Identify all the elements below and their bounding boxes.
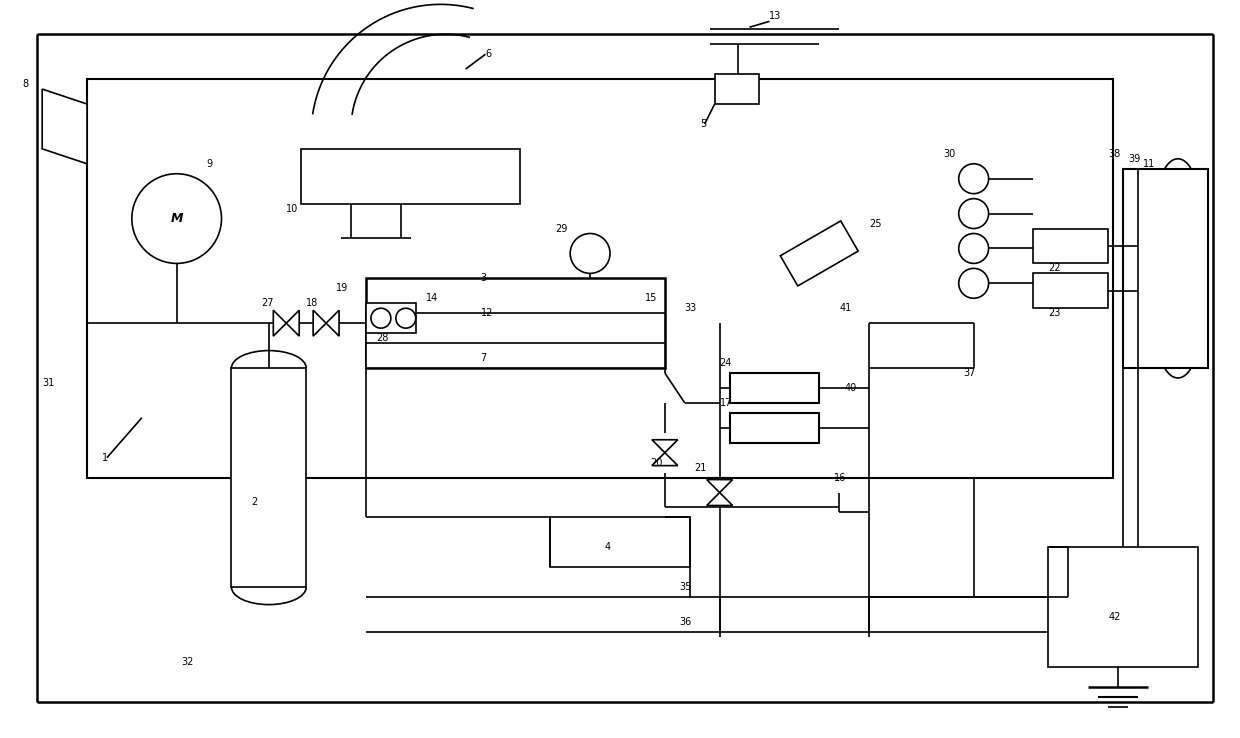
Text: 4: 4	[605, 542, 611, 552]
Text: 31: 31	[42, 378, 55, 388]
Text: 35: 35	[680, 582, 692, 592]
Circle shape	[570, 233, 610, 273]
Text: 25: 25	[869, 218, 882, 229]
Text: 1: 1	[102, 452, 108, 463]
Text: 5: 5	[699, 119, 706, 129]
Text: 11: 11	[1143, 159, 1156, 169]
Bar	[714, 74, 759, 104]
Text: 20: 20	[650, 458, 662, 468]
Text: 17: 17	[719, 398, 732, 408]
Text: 9: 9	[207, 159, 213, 169]
Bar	[232, 368, 306, 587]
Polygon shape	[652, 440, 678, 452]
Text: 16: 16	[835, 472, 847, 483]
Bar	[1048, 548, 1198, 667]
Polygon shape	[780, 221, 858, 286]
Text: M: M	[170, 212, 184, 225]
Bar	[1033, 273, 1109, 308]
Bar	[366, 303, 415, 333]
Circle shape	[959, 164, 988, 193]
Text: 22: 22	[1048, 263, 1061, 273]
Text: 10: 10	[286, 204, 299, 213]
Polygon shape	[286, 310, 299, 336]
Bar	[729, 413, 820, 443]
Polygon shape	[326, 310, 339, 336]
Circle shape	[959, 199, 988, 229]
Circle shape	[371, 308, 391, 328]
Text: 2: 2	[252, 497, 258, 508]
Circle shape	[131, 173, 222, 263]
Text: 39: 39	[1128, 154, 1141, 164]
Circle shape	[959, 233, 988, 263]
Text: 12: 12	[481, 308, 494, 318]
Text: 23: 23	[1048, 308, 1060, 318]
Text: 38: 38	[1109, 149, 1121, 159]
Text: 33: 33	[684, 303, 697, 313]
Text: 36: 36	[680, 617, 692, 627]
Bar	[87, 79, 1114, 477]
Text: 41: 41	[839, 303, 852, 313]
Text: 29: 29	[556, 224, 568, 233]
Text: 13: 13	[770, 11, 781, 21]
Polygon shape	[42, 89, 87, 164]
Text: 37: 37	[963, 368, 976, 378]
Bar	[551, 517, 689, 568]
Circle shape	[396, 308, 415, 328]
Text: 40: 40	[844, 383, 857, 393]
Polygon shape	[273, 310, 286, 336]
Text: 7: 7	[481, 353, 487, 363]
Text: 30: 30	[944, 149, 956, 159]
Text: 18: 18	[306, 298, 319, 308]
Text: 14: 14	[425, 293, 438, 303]
Circle shape	[959, 269, 988, 298]
Text: 6: 6	[486, 49, 491, 59]
Text: 42: 42	[1109, 612, 1121, 622]
Text: 8: 8	[22, 79, 29, 89]
Text: 24: 24	[719, 358, 732, 368]
Bar	[366, 313, 665, 353]
Text: 3: 3	[481, 273, 486, 283]
Text: 32: 32	[181, 657, 193, 667]
Polygon shape	[707, 480, 733, 492]
Polygon shape	[652, 452, 678, 466]
Text: 19: 19	[336, 283, 348, 293]
Bar	[1123, 169, 1208, 368]
Text: 21: 21	[694, 463, 707, 472]
Text: 28: 28	[376, 333, 388, 343]
Bar	[366, 343, 665, 368]
Polygon shape	[707, 492, 733, 506]
Bar	[729, 373, 820, 403]
Bar	[1033, 229, 1109, 263]
Bar	[301, 149, 521, 204]
Bar	[366, 278, 665, 368]
Polygon shape	[314, 310, 326, 336]
Text: 15: 15	[645, 293, 657, 303]
Text: 27: 27	[262, 298, 274, 308]
